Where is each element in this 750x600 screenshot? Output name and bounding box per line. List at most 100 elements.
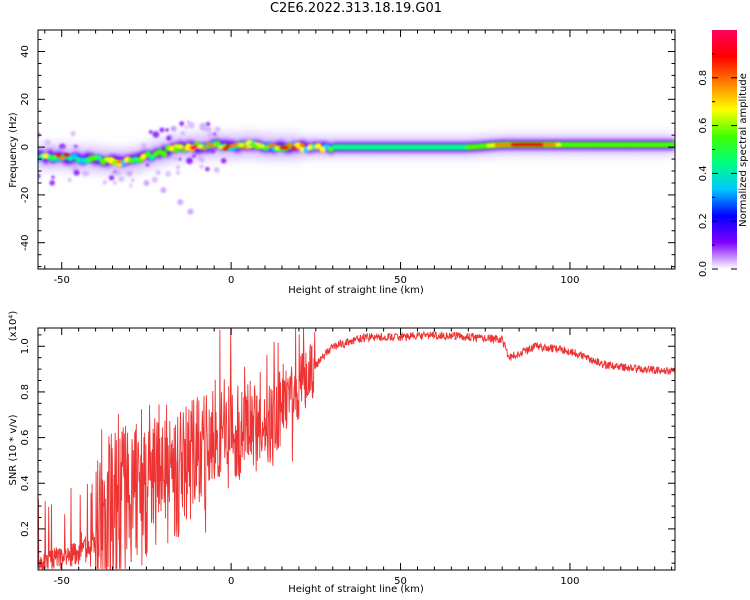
spectrogram-speckle bbox=[38, 173, 41, 179]
page-title: C2E6.2022.313.18.19.G01 bbox=[269, 1, 443, 16]
spectrogram-speckle bbox=[166, 135, 172, 141]
spectrogram-speckle bbox=[203, 126, 208, 132]
spectrogram-band-cell bbox=[107, 157, 115, 162]
spectrogram-band-cell bbox=[95, 154, 103, 161]
colorbar-tick-label: 0.0 bbox=[698, 261, 709, 277]
spectrogram-speckle bbox=[108, 175, 115, 181]
spectrogram-trace-point bbox=[126, 170, 133, 177]
spectrogram-band-cell bbox=[270, 143, 278, 148]
spectrogram-band-cell bbox=[262, 146, 269, 151]
spectrogram-speckle bbox=[197, 155, 204, 162]
colorbar-tick-label: 0.2 bbox=[698, 213, 709, 229]
spectrogram-band-cell bbox=[221, 146, 229, 151]
spectrogram-speckle bbox=[70, 130, 76, 137]
spectrogram-speckle bbox=[155, 170, 161, 176]
spectrogram-speckle bbox=[51, 175, 55, 179]
spectrogram-speckle bbox=[199, 164, 204, 169]
spectrogram-x-axis-label: Height of straight line (km) bbox=[288, 285, 424, 296]
spectrogram-speckle bbox=[49, 180, 55, 186]
spectrogram-speckle bbox=[145, 162, 150, 167]
spectrogram-speckle bbox=[113, 169, 117, 173]
colorbar-label: Normalized spectral amplitude bbox=[738, 73, 749, 227]
spectrogram-speckle bbox=[118, 176, 125, 182]
spectrogram-speckle bbox=[170, 125, 178, 132]
y-tick-label: 1.0 bbox=[20, 338, 31, 354]
spectrogram-speckle bbox=[129, 183, 133, 188]
y-tick-label: 0.6 bbox=[20, 430, 31, 446]
spectrogram-speckle bbox=[151, 176, 158, 183]
snr-y-multiplier: (x10⁴) bbox=[8, 311, 19, 342]
spectrogram-speckle bbox=[186, 120, 191, 124]
spectrogram-speckle bbox=[220, 158, 227, 164]
spectrogram-speckle bbox=[213, 167, 220, 174]
spectrogram-speckle bbox=[180, 130, 186, 136]
spectrogram-speckle bbox=[165, 128, 169, 132]
snr-series bbox=[38, 328, 675, 570]
spectrogram-trace-point bbox=[160, 187, 167, 194]
spectrogram-speckle bbox=[67, 177, 72, 183]
y-tick-label: -40 bbox=[20, 235, 31, 251]
spectrogram-speckle bbox=[152, 131, 160, 138]
spectrogram-speckle bbox=[188, 121, 195, 129]
y-tick-label: 40 bbox=[20, 45, 31, 58]
spectrogram-band-cell bbox=[282, 145, 290, 150]
spectrogram-speckle bbox=[102, 180, 107, 185]
spectrogram-speckle bbox=[113, 180, 118, 185]
spectrogram-band-cell bbox=[55, 154, 62, 158]
colorbar-gradient bbox=[712, 30, 737, 269]
snr-axes: -50 0 50 100 0.2 0.4 0.6 0.8 1.0 bbox=[20, 327, 676, 587]
spectrogram-band-core bbox=[51, 142, 562, 164]
spectrogram-speckle bbox=[59, 143, 66, 151]
spectrogram-band-cell bbox=[201, 146, 208, 151]
spectrogram-speckle bbox=[82, 170, 88, 177]
spectrogram-band-cell bbox=[238, 143, 245, 147]
spectrogram-band-cell bbox=[59, 156, 66, 161]
spectrogram-trace-point bbox=[177, 199, 184, 206]
spectrogram-speckle bbox=[130, 178, 135, 183]
spectrogram-band-cell bbox=[299, 143, 306, 147]
spectrogram-band-cell bbox=[290, 145, 298, 150]
spectrogram-speckle bbox=[214, 126, 221, 133]
spectrogram-speckle bbox=[212, 132, 217, 137]
y-tick-label: 20 bbox=[20, 93, 31, 106]
spectrogram-chart: -50 0 50 100 -40 -20 0 20 40 Height of straight … bbox=[8, 29, 749, 296]
spectrogram-band-cell bbox=[213, 142, 221, 147]
spectrogram-axes: -50 0 50 100 -40 -20 0 20 40 bbox=[20, 29, 676, 286]
spectrogram-speckle bbox=[179, 121, 185, 127]
colorbar-tick-label: 0.8 bbox=[698, 70, 709, 86]
spectrogram-band-cell bbox=[160, 150, 168, 158]
spectrogram-speckle bbox=[192, 154, 196, 158]
spectrogram-y-axis-label: Frequency (Hz) bbox=[8, 112, 19, 188]
colorbar-tick-label: 0.6 bbox=[698, 118, 709, 134]
spectrogram-trace-point bbox=[187, 208, 194, 215]
snr-x-axis-label: Height of straight line (km) bbox=[288, 584, 424, 595]
x-tick-label: -50 bbox=[54, 275, 70, 286]
spectrogram-band-cell bbox=[177, 145, 184, 149]
spectrogram-speckle bbox=[186, 157, 193, 165]
y-tick-label: 0.2 bbox=[20, 521, 31, 537]
spectrogram-band-cell bbox=[669, 141, 675, 148]
spectrogram-speckle bbox=[175, 165, 181, 170]
spectrogram-band-cell bbox=[116, 160, 123, 164]
snr-chart: -50 0 50 100 0.2 0.4 0.6 0.8 1.0 Height of strai… bbox=[8, 311, 676, 595]
snr-plot-area bbox=[38, 328, 675, 570]
spectrogram-speckle bbox=[73, 169, 80, 176]
spectrogram-speckle bbox=[159, 127, 165, 133]
spectrogram-speckle bbox=[165, 171, 171, 177]
spectrogram-band-cell bbox=[286, 143, 294, 148]
x-tick-label: 50 bbox=[394, 576, 407, 587]
x-tick-label: -50 bbox=[54, 576, 70, 587]
y-tick-label: -20 bbox=[20, 187, 31, 203]
spectrogram-speckle bbox=[175, 170, 181, 175]
colorbar-tick-label: 0.4 bbox=[698, 165, 709, 181]
x-tick-label: 0 bbox=[228, 275, 234, 286]
spectrogram-trace-point bbox=[143, 179, 150, 186]
spectrogram-speckle bbox=[178, 157, 182, 161]
spectrogram-band-cell bbox=[555, 142, 562, 147]
snr-line bbox=[38, 328, 675, 570]
spectrogram-speckle bbox=[148, 130, 153, 134]
x-tick-label: 100 bbox=[560, 275, 579, 286]
spectrogram-band-cell bbox=[63, 153, 70, 157]
spectrogram-band-cell bbox=[258, 144, 265, 148]
x-tick-label: 0 bbox=[228, 576, 234, 587]
